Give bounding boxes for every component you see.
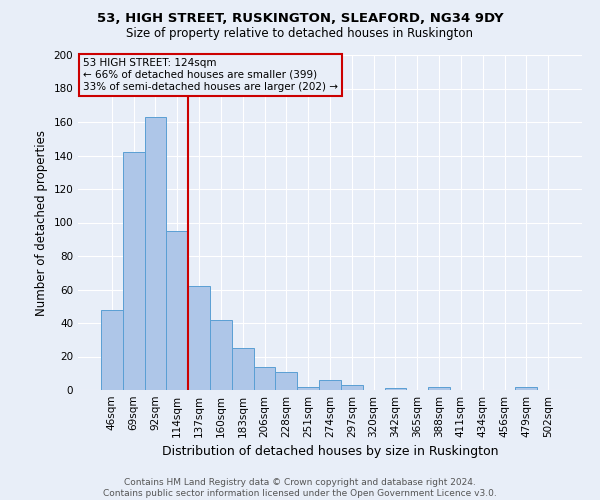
Bar xyxy=(145,117,166,390)
Text: Size of property relative to detached houses in Ruskington: Size of property relative to detached ho… xyxy=(127,28,473,40)
Bar xyxy=(254,366,275,390)
Bar xyxy=(188,286,210,390)
Bar xyxy=(341,385,363,390)
Bar xyxy=(319,380,341,390)
Bar xyxy=(428,386,450,390)
Bar xyxy=(275,372,297,390)
Bar xyxy=(166,231,188,390)
X-axis label: Distribution of detached houses by size in Ruskington: Distribution of detached houses by size … xyxy=(162,446,498,458)
Bar xyxy=(515,386,537,390)
Bar xyxy=(232,348,254,390)
Bar xyxy=(297,386,319,390)
Text: 53 HIGH STREET: 124sqm
← 66% of detached houses are smaller (399)
33% of semi-de: 53 HIGH STREET: 124sqm ← 66% of detached… xyxy=(83,58,338,92)
Text: 53, HIGH STREET, RUSKINGTON, SLEAFORD, NG34 9DY: 53, HIGH STREET, RUSKINGTON, SLEAFORD, N… xyxy=(97,12,503,26)
Bar xyxy=(385,388,406,390)
Bar xyxy=(210,320,232,390)
Bar xyxy=(101,310,123,390)
Y-axis label: Number of detached properties: Number of detached properties xyxy=(35,130,48,316)
Text: Contains HM Land Registry data © Crown copyright and database right 2024.
Contai: Contains HM Land Registry data © Crown c… xyxy=(103,478,497,498)
Bar xyxy=(123,152,145,390)
